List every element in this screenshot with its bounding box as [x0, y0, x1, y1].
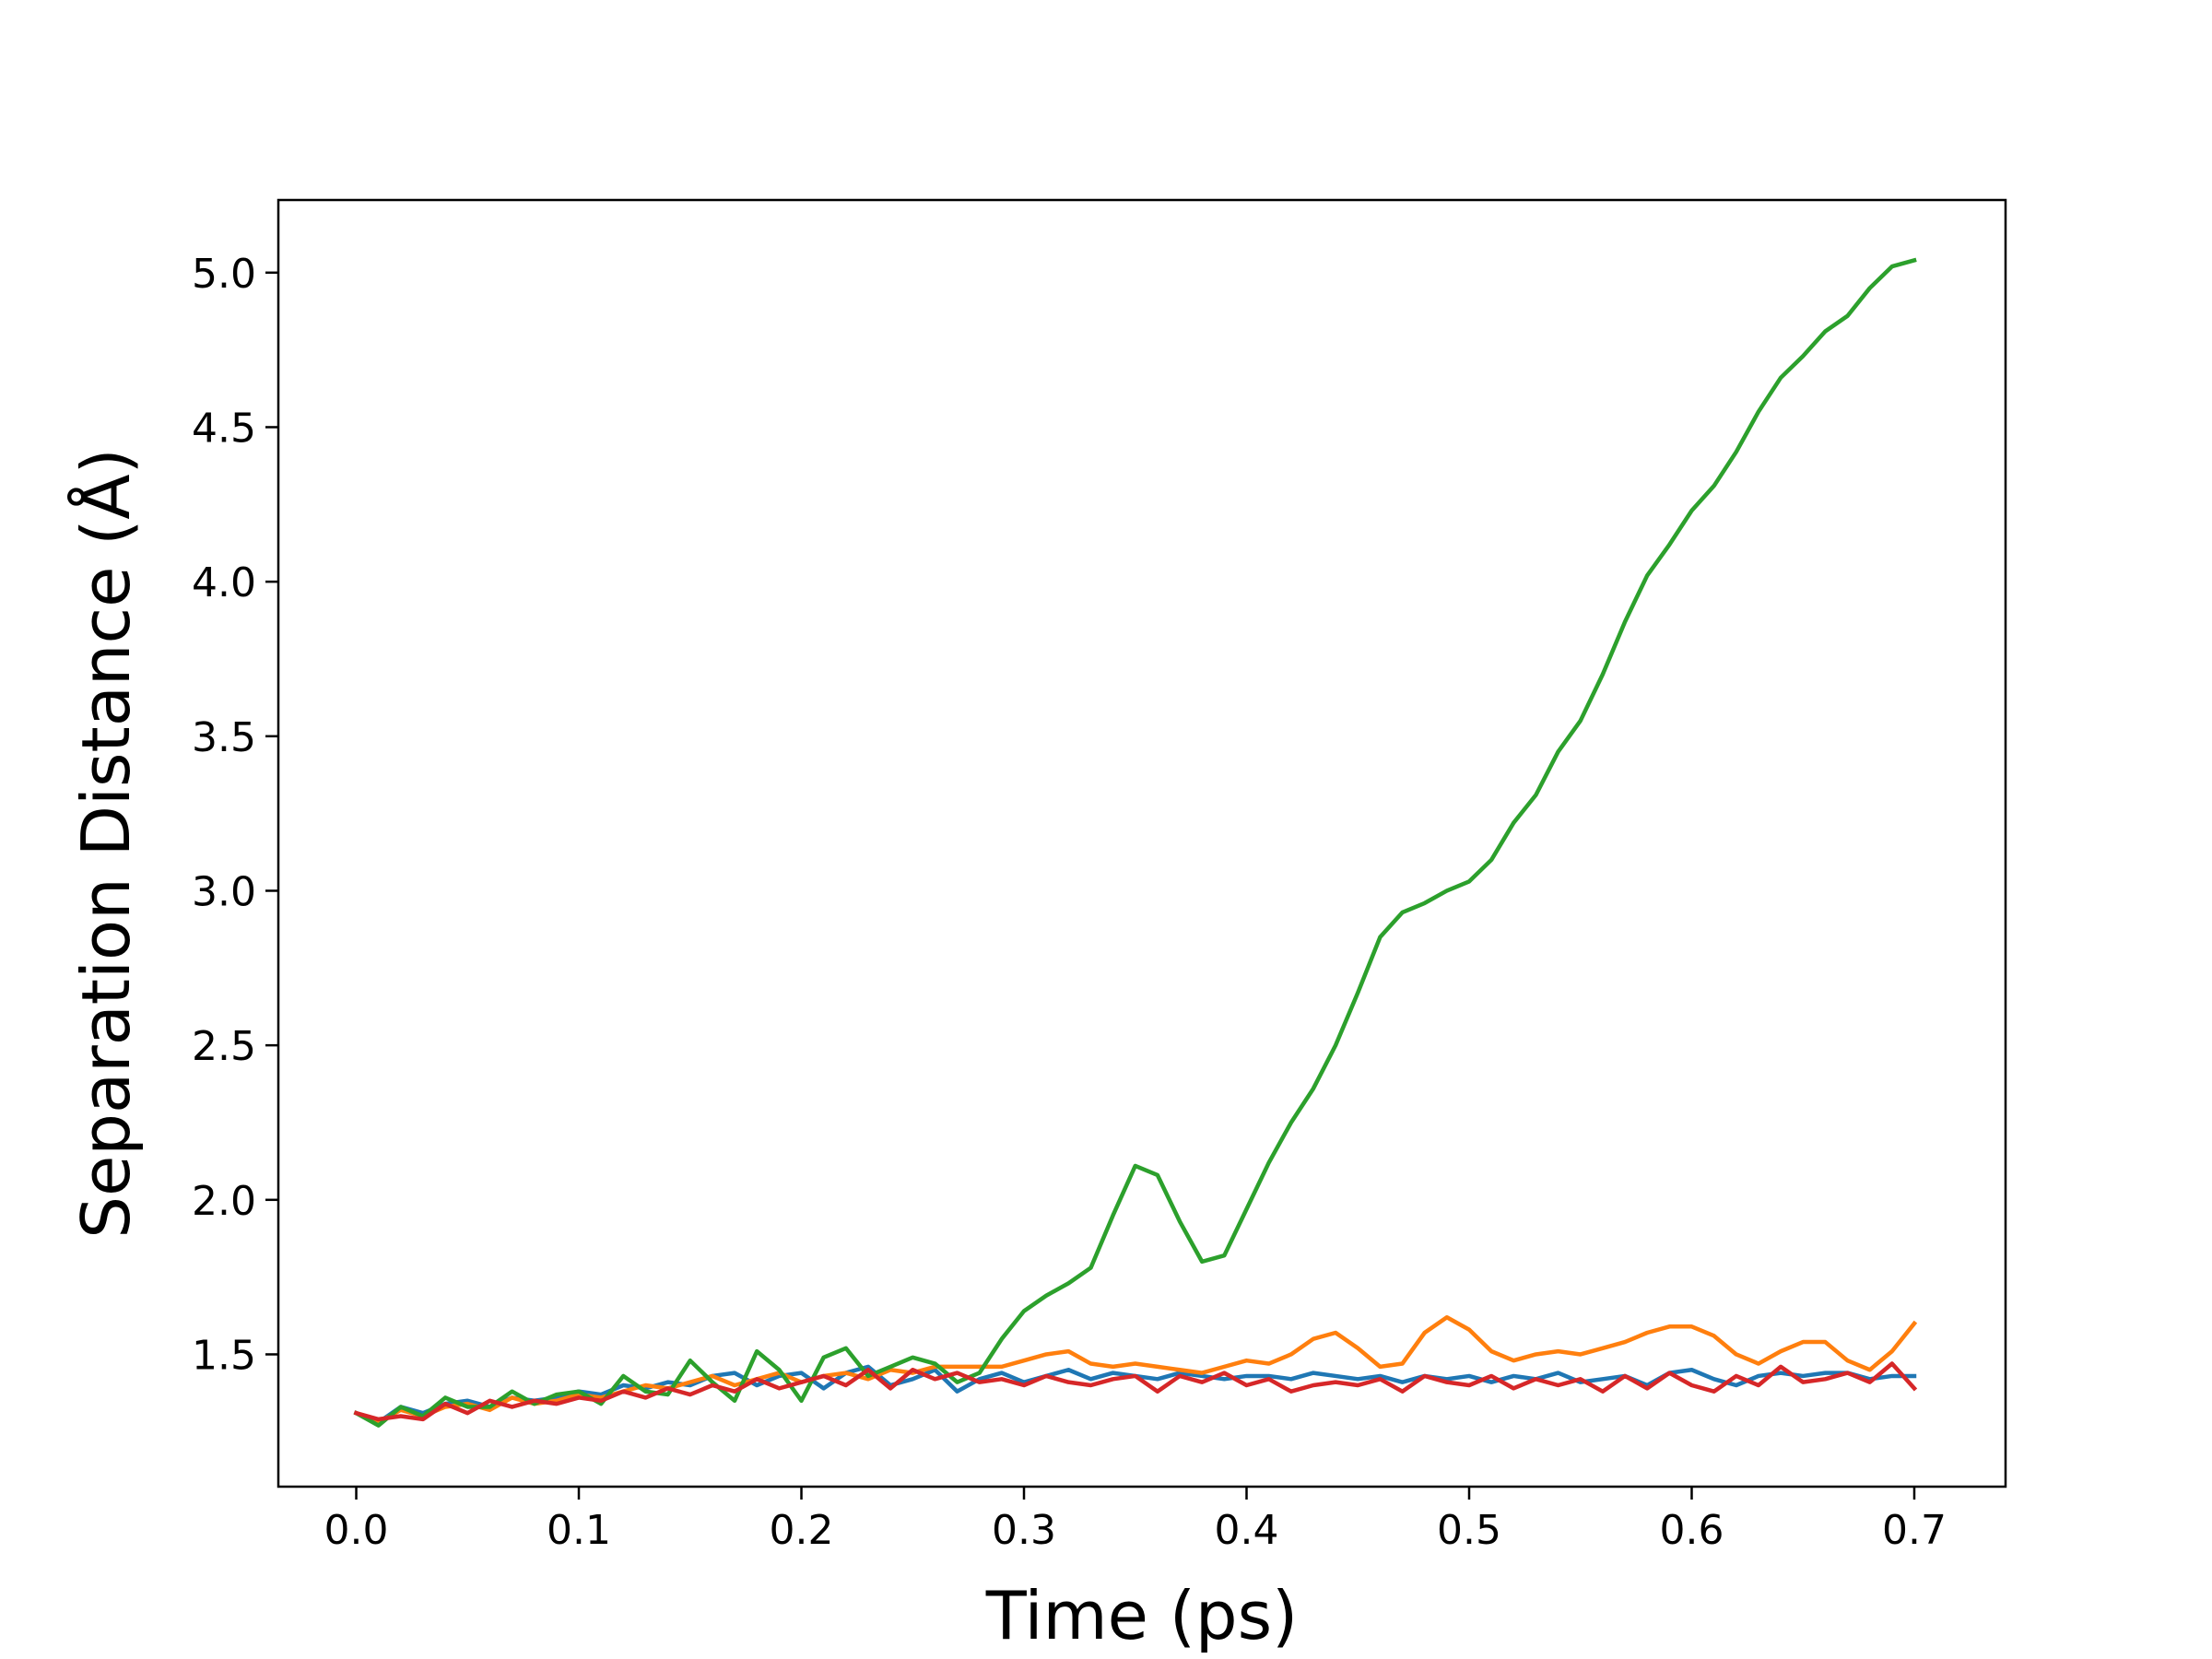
- x-tick-label: 0.5: [1437, 1507, 1501, 1554]
- x-tick-label: 0.4: [1215, 1507, 1279, 1554]
- series-line: [353, 257, 1917, 1428]
- y-tick-label: 2.0: [192, 1178, 256, 1225]
- y-tick-label: 4.5: [192, 405, 256, 452]
- y-tick-label: 2.5: [192, 1023, 256, 1070]
- y-tick-label: 3.5: [192, 714, 256, 761]
- x-tick-label: 0.0: [324, 1507, 389, 1554]
- y-tick-label: 1.5: [192, 1332, 256, 1379]
- x-tick-label: 0.7: [1882, 1507, 1947, 1554]
- series-line: [353, 1361, 1918, 1422]
- x-axis-label: Time (ps): [985, 1577, 1298, 1654]
- plot-area: [353, 257, 1918, 1428]
- y-tick-label: 3.0: [192, 868, 256, 915]
- x-tick-label: 0.3: [992, 1507, 1056, 1554]
- x-tick-label: 0.2: [770, 1507, 834, 1554]
- y-tick-label: 4.0: [192, 559, 256, 606]
- axes-frame: [276, 198, 2007, 1488]
- x-tick-label: 0.6: [1660, 1507, 1724, 1554]
- y-tick-label: 5.0: [192, 251, 256, 298]
- x-tick-label: 0.1: [547, 1507, 611, 1554]
- y-axis-label: Separation Distance (Å): [67, 448, 145, 1239]
